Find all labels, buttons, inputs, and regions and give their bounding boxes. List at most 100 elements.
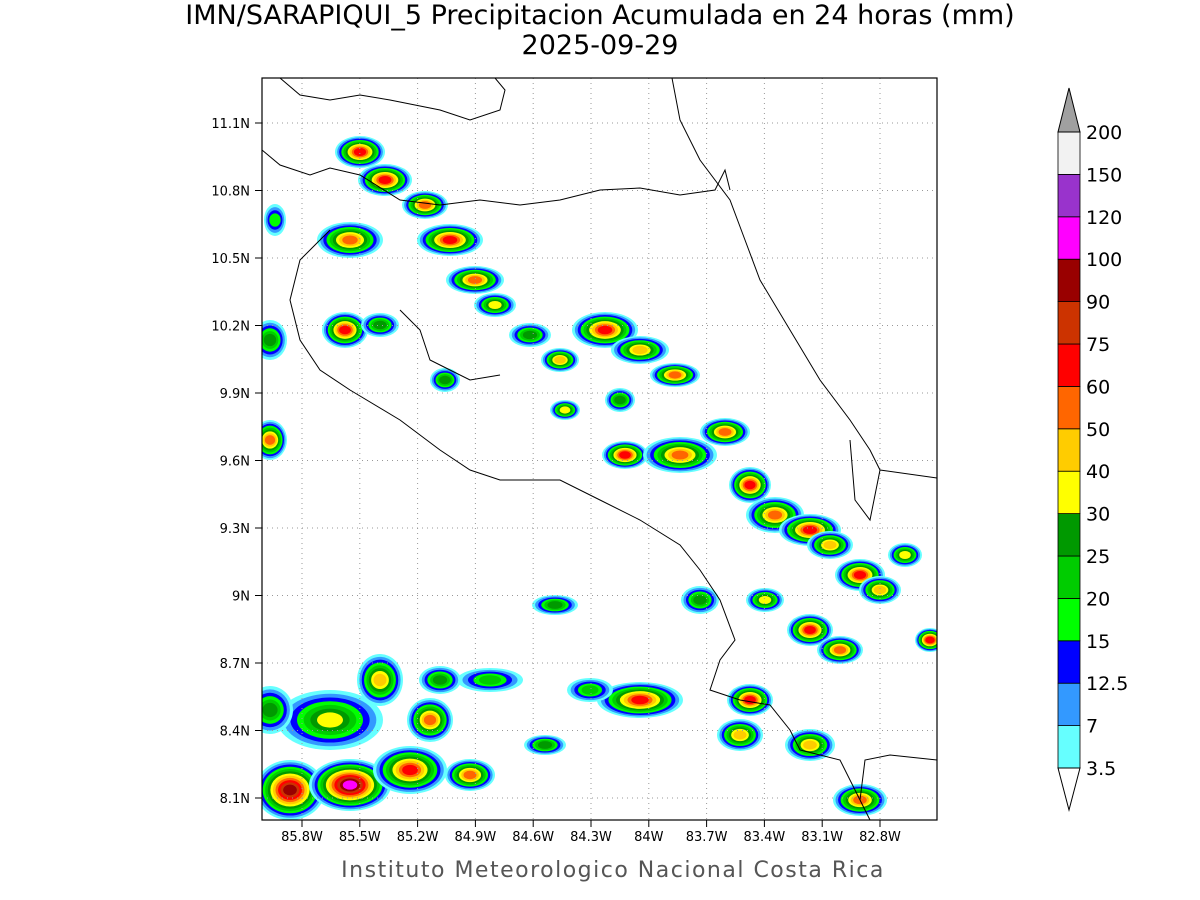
rain-cell [342, 235, 358, 245]
lat-label: 9.3N [220, 522, 250, 537]
lon-label: 84W [634, 830, 664, 845]
rain-cell [262, 702, 278, 718]
colorbar-box [1057, 258, 1081, 303]
rain-cell [467, 276, 483, 284]
rain-cell [823, 540, 837, 550]
lat-label: 10.5N [211, 252, 250, 267]
rain-cell [373, 673, 387, 687]
rain-cell [744, 480, 756, 490]
lat-label: 10.2N [211, 320, 250, 335]
rain-cell [671, 450, 689, 460]
lon-label: 82.8W [859, 830, 901, 845]
subtitle: 2025-09-29 [522, 30, 679, 61]
lat-label: 9N [232, 590, 250, 605]
rain-cell [439, 375, 451, 385]
colorbar-box [1057, 598, 1081, 642]
lon-label: 84.6W [512, 830, 554, 845]
footer: Instituto Meteorologico Nacional Costa R… [341, 858, 885, 883]
colorbar-box [1057, 216, 1081, 260]
colorbar-label: 15 [1086, 631, 1110, 653]
colorbar: 3.5 7 12.5 15 20 25 30 40 50 60 75 90 100 120 150 200 [1057, 87, 1128, 812]
lon-label: 83.4W [743, 830, 785, 845]
rain-cell [537, 741, 553, 749]
colorbar-label: 90 [1086, 292, 1110, 314]
rain-cell [803, 740, 817, 750]
rain-cell [432, 675, 448, 685]
lat-label: 8.1N [220, 792, 250, 807]
rain-cell [463, 770, 477, 780]
colorbar-box [1057, 428, 1081, 472]
rain-cell [378, 176, 392, 184]
colorbar-over [1057, 87, 1081, 133]
lat-label: 9.6N [220, 455, 250, 470]
rain-cell [559, 406, 571, 414]
colorbar-box [1057, 343, 1081, 387]
rain-cell [442, 236, 458, 244]
rain-cell [733, 730, 747, 740]
colorbar-label: 75 [1086, 334, 1110, 356]
colorbar-label: 120 [1086, 207, 1122, 229]
map-frame [261, 77, 938, 821]
lat-label: 8.4N [220, 725, 250, 740]
colorbar-box [1057, 385, 1081, 430]
colorbar-box [1057, 131, 1081, 175]
rain-cell [632, 345, 648, 355]
rain-cell [668, 371, 682, 379]
rain-cell [899, 551, 911, 559]
colorbar-box [1057, 513, 1081, 557]
rain-cell [718, 428, 732, 436]
lat-label: 9.9N [220, 387, 250, 402]
lon-label: 85.8W [281, 830, 323, 845]
rain-cell [373, 320, 387, 330]
lon-label: 84.9W [454, 830, 496, 845]
lon-label: 85.5W [339, 830, 381, 845]
rain-cell [402, 764, 418, 776]
lon-label: 84.3W [570, 830, 612, 845]
graticule: 11.1N 10.8N 10.5N 10.2N 9.9N 9.6N 9.3N 9N 8.7N 8.… [211, 78, 937, 845]
rain-cell [264, 435, 276, 445]
colorbar-label: 150 [1086, 164, 1122, 186]
rain-cell [263, 333, 277, 347]
rain-cell [317, 712, 343, 728]
colorbar-label: 3.5 [1086, 758, 1116, 780]
colorbar-label: 50 [1086, 419, 1110, 441]
colorbar-label: 25 [1086, 546, 1110, 568]
lon-label: 83.7W [686, 830, 728, 845]
colorbar-label: 7 [1086, 716, 1098, 738]
lat-label: 8.7N [220, 657, 250, 672]
rain-cell [925, 636, 935, 644]
rain-cell [488, 301, 502, 309]
rain-cell [758, 596, 772, 604]
lon-label: 83.1W [801, 830, 843, 845]
rain-cell [423, 714, 437, 726]
rain-cell [853, 571, 867, 579]
rain-cell [619, 451, 631, 459]
coastlines [262, 78, 937, 820]
colorbar-label: 12.5 [1086, 673, 1128, 695]
rain-cell [804, 626, 816, 634]
rain-cell [353, 148, 367, 156]
title: IMN/SARAPIQUI_5 Precipitacion Acumulada … [185, 0, 1014, 31]
colorbar-box [1057, 725, 1081, 769]
colorbar-under [1057, 767, 1081, 812]
colorbar-label: 40 [1086, 461, 1110, 483]
precip-field [262, 136, 937, 820]
rain-cell [767, 510, 783, 520]
colorbar-label: 30 [1086, 504, 1110, 526]
rain-cell [478, 675, 502, 685]
lat-label: 10.8N [211, 185, 250, 200]
colorbar-label: 200 [1086, 122, 1122, 144]
rain-cell [522, 330, 538, 340]
rain-cell [597, 325, 613, 335]
rain-cell [631, 695, 649, 705]
rain-cell [614, 395, 626, 405]
colorbar-box [1057, 555, 1081, 599]
colorbar-label: 100 [1086, 249, 1122, 271]
rain-cell [339, 325, 351, 335]
colorbar-label: 60 [1086, 376, 1110, 398]
rain-cell [693, 595, 707, 605]
rain-cell [873, 585, 887, 595]
rain-cell [547, 601, 563, 609]
colorbar-box [1057, 682, 1081, 727]
